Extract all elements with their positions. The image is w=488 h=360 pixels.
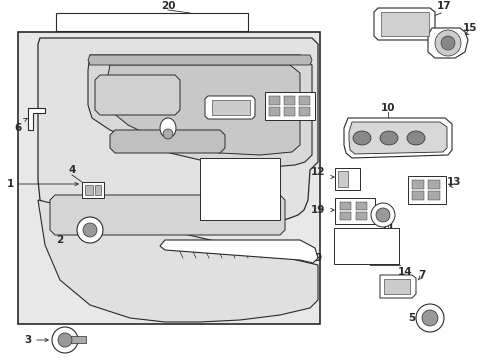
Text: 18: 18 [192,79,207,89]
Bar [411,191,423,200]
Ellipse shape [77,217,103,243]
Bar [68,336,86,343]
Text: 7: 7 [417,270,425,280]
Ellipse shape [375,208,389,222]
Bar [298,96,309,105]
Bar [380,12,428,36]
Bar [95,185,101,195]
Bar [339,212,350,220]
Bar [334,168,359,190]
Text: 3: 3 [24,335,32,345]
Bar [268,107,280,116]
Ellipse shape [421,310,437,326]
Bar [82,182,104,198]
Bar [200,158,280,220]
Polygon shape [50,195,285,235]
Text: 9: 9 [314,253,321,263]
Text: 19: 19 [310,205,325,215]
Text: 8: 8 [164,103,171,113]
Polygon shape [38,38,317,230]
Text: 17: 17 [436,1,450,11]
Text: 13: 13 [446,177,460,187]
Text: 10: 10 [380,103,394,113]
Polygon shape [343,118,451,158]
Bar [56,13,247,31]
Polygon shape [95,75,180,115]
Ellipse shape [352,131,370,145]
Bar [284,96,294,105]
Bar [298,107,309,116]
Polygon shape [204,96,254,119]
Ellipse shape [163,129,173,139]
Ellipse shape [406,131,424,145]
Ellipse shape [379,131,397,145]
Polygon shape [108,65,299,155]
Bar [334,198,374,224]
Text: 12: 12 [310,167,325,177]
Bar [264,92,314,120]
Text: 6: 6 [14,123,21,133]
Bar [85,185,93,195]
Text: 15: 15 [462,23,476,33]
Bar [337,171,347,187]
Ellipse shape [58,333,72,347]
Bar [355,202,366,210]
Bar [212,100,249,115]
Text: 14: 14 [397,267,411,277]
Ellipse shape [415,304,443,332]
Bar [411,180,423,189]
Text: 1: 1 [6,179,14,189]
Text: 4: 4 [68,165,76,175]
Polygon shape [28,108,45,130]
Text: 16: 16 [250,79,264,89]
Polygon shape [427,28,467,58]
Bar [383,279,409,294]
Text: 20: 20 [161,1,175,11]
Ellipse shape [52,327,78,353]
Bar [427,191,439,200]
Polygon shape [110,130,224,153]
Bar [284,107,294,116]
Bar [427,180,439,189]
Bar [333,228,398,264]
Polygon shape [160,240,317,263]
Bar [18,32,319,324]
Polygon shape [348,122,446,154]
Text: 5: 5 [407,313,415,323]
Polygon shape [88,55,311,65]
Ellipse shape [83,223,97,237]
Bar [407,176,445,204]
Polygon shape [373,8,434,40]
Ellipse shape [434,30,460,56]
Ellipse shape [160,118,176,138]
Ellipse shape [440,36,454,50]
Bar [268,96,280,105]
Polygon shape [379,275,415,298]
Polygon shape [38,200,317,322]
Bar [355,212,366,220]
Text: 2: 2 [56,235,63,245]
Polygon shape [88,55,311,168]
Bar [339,202,350,210]
Text: 11: 11 [380,223,394,233]
Ellipse shape [370,203,394,227]
